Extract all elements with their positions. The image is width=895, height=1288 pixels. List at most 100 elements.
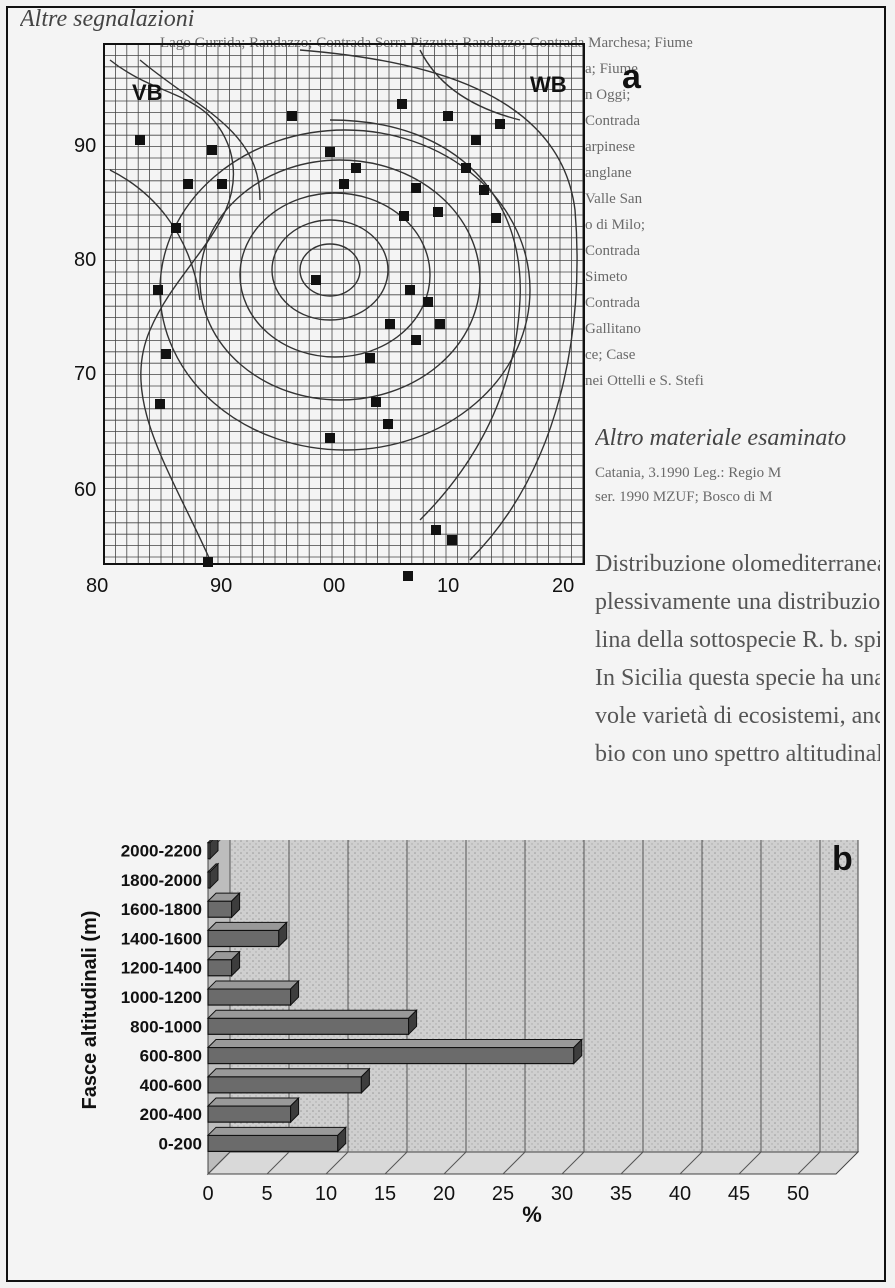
map-points <box>135 99 505 581</box>
chart-y-category: 1000-1200 <box>121 988 202 1007</box>
occurrence-point <box>397 99 407 109</box>
chart-x-label: % <box>522 1202 542 1227</box>
occurrence-point <box>365 353 375 363</box>
chart-y-category: 1400-1600 <box>121 929 202 948</box>
bg-text-line: n Oggi; <box>585 87 631 103</box>
occurrence-point <box>479 185 489 195</box>
bg-text-line: Simeto <box>585 269 628 285</box>
occurrence-point <box>435 319 445 329</box>
occurrence-point <box>411 183 421 193</box>
bg-text-line: ser. 1990 MZUF; Bosco di M <box>595 489 773 505</box>
bar-side <box>337 1126 347 1153</box>
bar-side <box>408 1009 418 1036</box>
map-x-tick: 90 <box>210 575 232 597</box>
grid-corner-left: VB <box>132 80 163 105</box>
bar <box>207 929 280 948</box>
occurrence-point <box>153 285 163 295</box>
heading-mid: Altro materiale esaminato <box>595 425 847 451</box>
occurrence-point <box>431 525 441 535</box>
occurrence-point <box>203 557 213 567</box>
altitude-bar-chart: 0-200 200-400 400-600 600-800 800-1000 1000-1… <box>79 840 860 1227</box>
chart-y-label: Fasce altitudinali (m) <box>79 911 101 1110</box>
bg-text-line: vole varietà di ecosistemi, anche fo <box>595 703 880 729</box>
chart-gridline <box>325 1151 349 1175</box>
occurrence-point <box>311 275 321 285</box>
chart-y-category: 2000-2200 <box>121 842 202 861</box>
chart-y-categories: 0-200 200-400 400-600 600-800 800-1000 1000-1… <box>121 842 202 1154</box>
bar-top <box>206 1009 418 1019</box>
bar <box>207 1105 292 1123</box>
occurrence-point <box>351 163 361 173</box>
bar-top <box>206 1126 348 1136</box>
chart-gridline <box>561 1151 585 1175</box>
bg-text-line: Contrada <box>585 295 640 311</box>
occurrence-point <box>399 211 409 221</box>
bar <box>207 988 292 1006</box>
bar <box>207 1076 362 1094</box>
occurrence-point <box>423 297 433 307</box>
chart-gridline <box>384 1151 408 1175</box>
bar-top <box>206 1068 371 1078</box>
distribution-map: a VB WB 90 80 70 60 80 90 00 10 20 <box>74 43 642 597</box>
map-x-ticks: 80 90 00 10 20 <box>86 575 574 597</box>
occurrence-point <box>217 179 227 189</box>
occurrence-point <box>471 135 481 145</box>
map-contours <box>109 49 578 561</box>
chart-x-tick: 40 <box>669 1183 691 1205</box>
bar-top <box>206 921 289 931</box>
bg-text-line: anglane <box>585 165 632 181</box>
occurrence-point <box>385 319 395 329</box>
bar-side <box>231 891 241 919</box>
chart-gridline <box>207 1151 231 1175</box>
occurrence-point <box>433 207 443 217</box>
map-y-ticks: 90 80 70 60 <box>74 135 96 501</box>
occurrence-point <box>155 399 165 409</box>
chart-gridline <box>797 1151 821 1175</box>
map-frame <box>103 43 585 565</box>
map-x-tick: 10 <box>437 575 459 597</box>
occurrence-point <box>171 223 181 233</box>
grid-corner-right: WB <box>530 72 567 97</box>
bar <box>207 1134 339 1153</box>
chart-y-category: 400-600 <box>140 1076 202 1095</box>
bar-side <box>573 1038 583 1065</box>
chart-y-category: 1600-1800 <box>121 900 202 919</box>
occurrence-point <box>411 335 421 345</box>
chart-gridline <box>502 1151 526 1175</box>
chart-y-category: 600-800 <box>140 1047 202 1066</box>
map-y-tick: 60 <box>74 479 96 501</box>
distribution-lead: Distribuzione olomediterranea <box>595 551 880 577</box>
bar-top <box>206 1038 584 1048</box>
bar-side <box>290 979 300 1007</box>
occurrence-point <box>383 419 393 429</box>
bg-text-line: arpinese <box>585 139 635 155</box>
panel-b-label: b <box>832 840 853 878</box>
chart-x-tick: 35 <box>610 1183 632 1205</box>
bar-side <box>290 1096 300 1124</box>
bar-top <box>206 980 300 990</box>
chart-y-category: 1200-1400 <box>121 959 202 978</box>
occurrence-point <box>461 163 471 173</box>
chart-gridline <box>620 1151 644 1175</box>
occurrence-point <box>403 571 413 581</box>
chart-x-tick: 30 <box>551 1183 573 1205</box>
bar <box>207 1046 575 1065</box>
map-x-tick: 20 <box>552 575 574 597</box>
map-y-tick: 90 <box>74 135 96 157</box>
chart-y-category: 800-1000 <box>130 1017 202 1036</box>
occurrence-point <box>287 111 297 121</box>
bg-text-line: ce; Case <box>585 347 636 363</box>
occurrence-point <box>339 179 349 189</box>
chart-y-category: 200-400 <box>140 1105 202 1124</box>
bar-side <box>231 950 241 977</box>
bg-text-line: Contrada <box>585 113 640 129</box>
chart-y-category: 1800-2000 <box>121 871 202 890</box>
bg-text-line: nei Ottelli e S. Stefi <box>585 373 704 389</box>
chart-bars <box>206 840 584 1153</box>
map-y-tick: 80 <box>74 249 96 271</box>
occurrence-point <box>183 179 193 189</box>
chart-x-tick: 50 <box>787 1183 809 1205</box>
chart-x-tick: 15 <box>374 1183 396 1205</box>
chart-x-tick: 10 <box>315 1183 337 1205</box>
occurrence-point <box>495 119 505 129</box>
